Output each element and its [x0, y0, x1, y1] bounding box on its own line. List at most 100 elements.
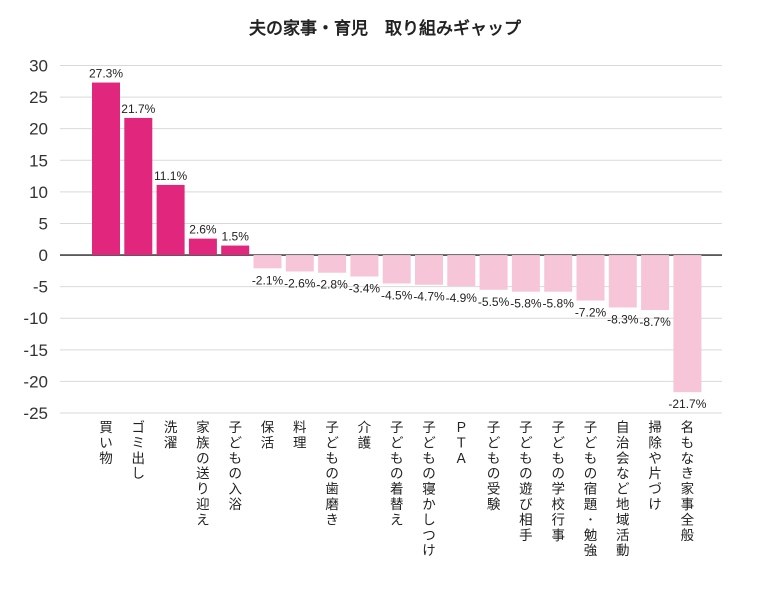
- bar: [318, 255, 347, 273]
- category-label-char: 子: [551, 420, 565, 436]
- category-label-char: 磨: [325, 497, 339, 513]
- category-label: 子どもの寝かしつけ: [422, 420, 436, 559]
- category-label-char: 事: [551, 528, 565, 544]
- category-label-char: も: [325, 451, 339, 467]
- category-label-char: 活: [616, 528, 630, 544]
- category-label-char: Ｔ: [455, 435, 469, 451]
- category-label-char: 遊: [519, 482, 533, 498]
- category-label-char: 受: [487, 482, 501, 498]
- bar: [673, 255, 702, 393]
- data-labels: 27.3% 21.7% 11.1% 2.6% 1.5% -2.1% -2.6% -2.8% -3…: [89, 67, 707, 412]
- category-label-char: 強: [584, 543, 598, 559]
- category-label: 子どもの歯磨き: [325, 420, 339, 528]
- data-label: 1.5%: [222, 230, 250, 244]
- bar: [447, 255, 476, 287]
- category-label-char: き: [681, 466, 695, 482]
- bar: [576, 255, 605, 301]
- data-label: -21.7%: [668, 397, 706, 411]
- category-label-char: 歯: [325, 482, 339, 498]
- category-label-char: 介: [358, 420, 372, 436]
- category-label-char: 入: [228, 482, 242, 498]
- bar: [253, 255, 282, 269]
- category-label-char: け: [648, 497, 662, 513]
- category-label-char: も: [519, 451, 533, 467]
- category-label-char: ど: [584, 435, 598, 451]
- category-label-char: も: [584, 451, 598, 467]
- category-label-char: び: [519, 497, 533, 513]
- y-tick-label: 0: [39, 246, 48, 265]
- bar: [608, 255, 637, 308]
- category-label: 子どもの宿題･勉強: [584, 420, 598, 559]
- category-label-char: の: [551, 466, 565, 482]
- category-label-char: ゴ: [132, 419, 146, 436]
- category-label-char: 勉: [584, 528, 598, 544]
- category-label-char: や: [648, 451, 662, 467]
- category-label-char: 般: [681, 528, 695, 544]
- category-label-char: 理: [293, 435, 307, 451]
- category-label-char: づ: [648, 482, 662, 498]
- category-label-char: 事: [681, 497, 695, 513]
- category-label-char: の: [390, 466, 404, 482]
- category-label-char: の: [584, 466, 598, 482]
- y-tick-label: 20: [29, 120, 48, 139]
- bar: [544, 255, 573, 292]
- category-label-char: の: [325, 466, 339, 482]
- category-label-char: ど: [390, 435, 404, 451]
- category-label-char: か: [422, 497, 436, 513]
- data-label: 21.7%: [121, 102, 155, 116]
- category-label: 子どもの着替え: [390, 420, 404, 528]
- data-label: 27.3%: [89, 67, 123, 81]
- category-label-char: の: [487, 466, 501, 482]
- category-label-char: な: [681, 451, 695, 467]
- category-label-char: 学: [551, 482, 565, 498]
- category-label-char: 験: [487, 497, 501, 513]
- category-label-char: 寝: [422, 481, 436, 498]
- category-label: 保活: [261, 420, 275, 451]
- category-label-char: 校: [551, 496, 565, 513]
- category-label-char: の: [228, 466, 242, 482]
- data-label: -5.8%: [510, 297, 542, 311]
- category-label-char: 掃: [648, 419, 662, 436]
- category-label: 子どもの遊び相手: [519, 420, 533, 544]
- category-label-char: 着: [390, 481, 404, 498]
- category-label-char: い: [99, 435, 113, 451]
- category-label: ゴミ出し: [132, 419, 146, 482]
- category-label-char: 料: [293, 420, 307, 436]
- category-label: 料理: [293, 420, 307, 451]
- category-label-char: き: [325, 512, 339, 528]
- category-label-char: の: [422, 466, 436, 482]
- category-label: 子どもの受験: [487, 420, 501, 513]
- category-label-char: 浴: [228, 497, 242, 513]
- bar: [350, 255, 379, 277]
- y-tick-label: 30: [29, 57, 48, 76]
- bar: [511, 255, 540, 292]
- category-label: 掃除や片づけ: [648, 419, 662, 513]
- category-label-char: 子: [584, 420, 598, 436]
- category-label-char: Ａ: [455, 451, 469, 467]
- data-label: -4.7%: [413, 290, 445, 304]
- category-label: 子どもの入浴: [228, 420, 242, 513]
- data-label: -5.8%: [543, 297, 575, 311]
- category-label-char: 族: [196, 435, 210, 451]
- category-label: 買い物: [99, 420, 113, 467]
- category-label-char: 動: [616, 543, 630, 559]
- category-label-char: 全: [681, 511, 695, 528]
- bar: [479, 255, 508, 290]
- category-label-char: の: [196, 451, 210, 467]
- y-tick-label: -20: [23, 372, 48, 391]
- category-label-char: 子: [422, 420, 436, 436]
- category-label-char: 家: [196, 419, 210, 436]
- category-label-char: も: [390, 451, 404, 467]
- bar: [188, 238, 217, 256]
- category-label-char: ど: [325, 435, 339, 451]
- category-label-char: 会: [616, 451, 630, 467]
- data-label: -2.8%: [316, 278, 348, 292]
- category-label-char: 名: [681, 420, 695, 436]
- category-label-char: 子: [228, 420, 242, 436]
- category-label-char: 買: [99, 420, 113, 436]
- category-label-char: 自: [616, 420, 630, 436]
- data-label: -7.2%: [575, 306, 607, 320]
- category-labels: 買い物ゴミ出し洗濯家族の送り迎え子どもの入浴保活料理子どもの歯磨き介護子どもの着…: [99, 419, 694, 559]
- data-label: 11.1%: [154, 169, 187, 183]
